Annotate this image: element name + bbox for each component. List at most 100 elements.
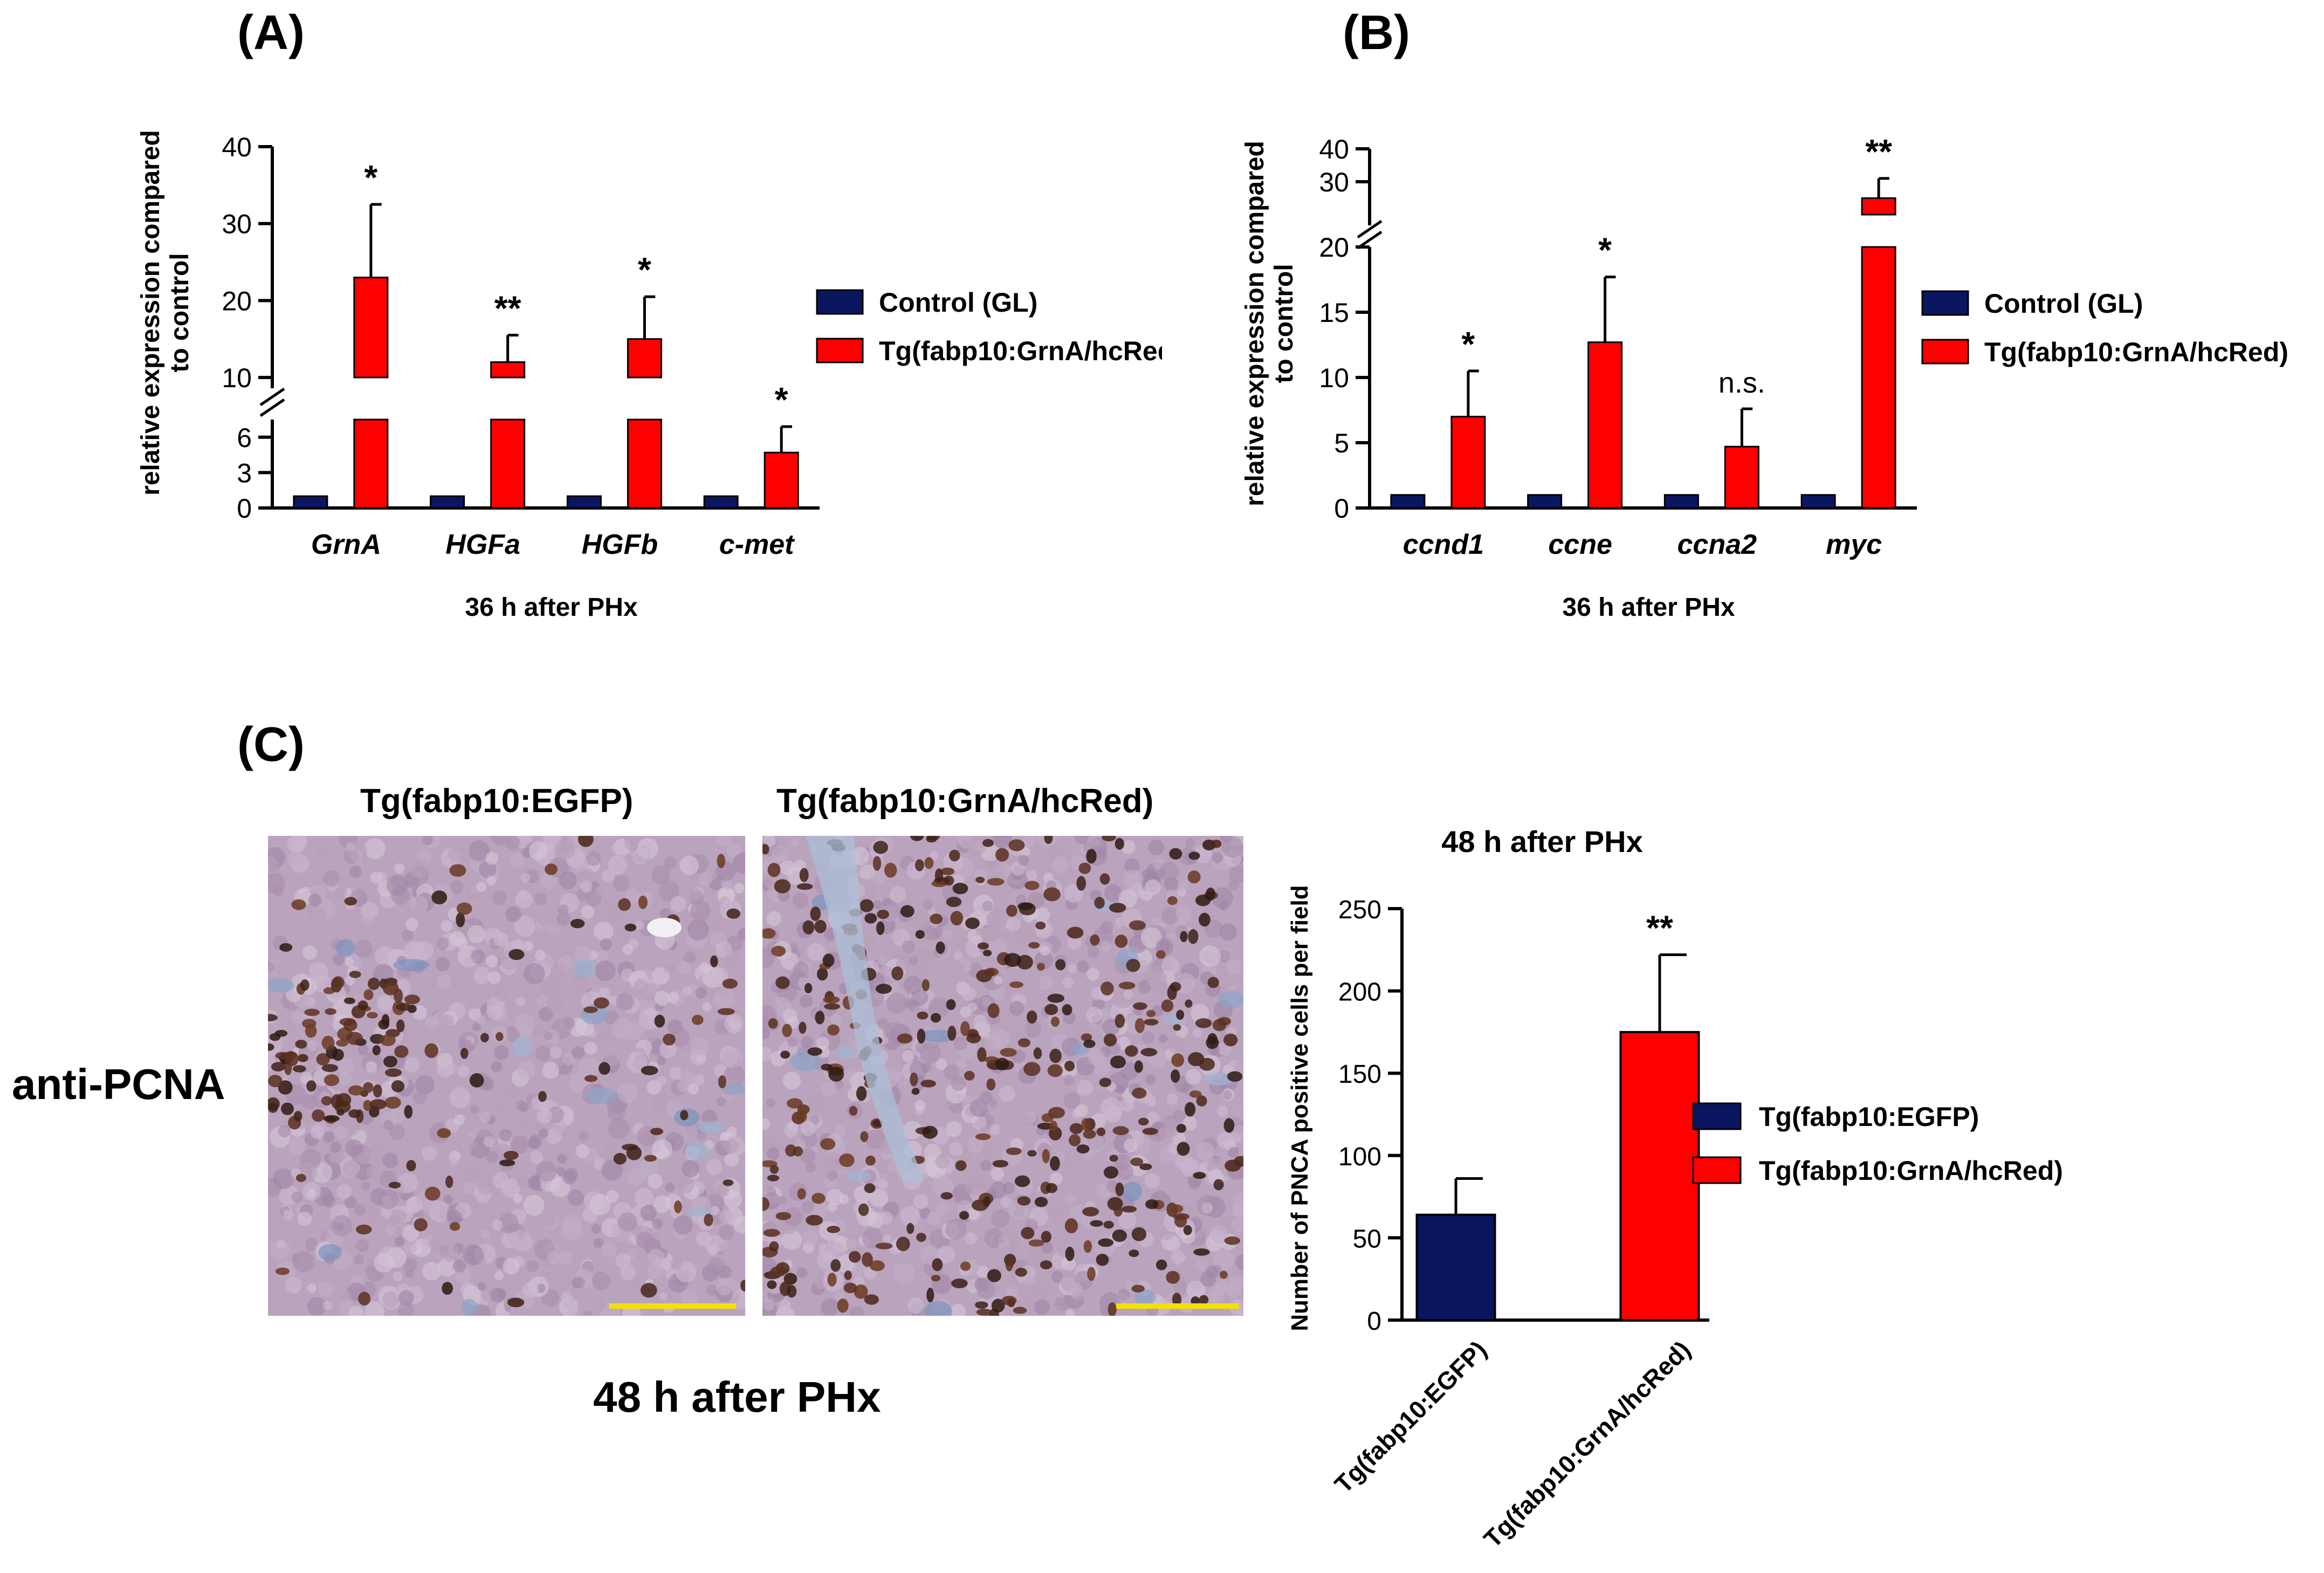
micrograph-cell — [657, 1056, 666, 1066]
micrograph-cell — [524, 963, 545, 985]
micrograph-cell — [1177, 880, 1189, 892]
micrograph-pcna-nucleus — [940, 867, 955, 875]
micrograph-pcna-nucleus — [1125, 1045, 1138, 1057]
micrograph-cell — [782, 1008, 797, 1024]
micrograph-cell — [515, 1100, 527, 1111]
micrograph-pcna-nucleus — [984, 1056, 999, 1063]
micrograph-stain-blue — [919, 1029, 956, 1042]
micrograph-cell — [919, 1042, 941, 1064]
micrograph-cell — [544, 1032, 553, 1041]
micrograph-cell — [953, 1036, 968, 1050]
micrograph-cell — [345, 975, 355, 986]
micrograph-pcna-nucleus — [640, 1283, 657, 1298]
micrograph-pcna-nucleus — [1115, 1014, 1125, 1028]
micrograph-cell — [733, 1215, 745, 1234]
micrograph-pcna-nucleus — [1021, 1227, 1035, 1239]
micrograph-cell — [449, 931, 465, 946]
micrograph-cell — [937, 1245, 955, 1264]
micrograph-pcna-nucleus — [780, 1050, 790, 1059]
micrograph-pcna-nucleus — [920, 1080, 936, 1088]
micrograph-pcna-nucleus — [384, 1068, 402, 1077]
micrograph-cell — [448, 844, 466, 863]
micrograph-pcna-nucleus — [946, 896, 962, 908]
micrograph-cell — [647, 1248, 665, 1266]
micrograph-cell — [890, 982, 900, 992]
micrograph-pcna-nucleus — [982, 1196, 991, 1207]
micrograph-cell — [994, 976, 1003, 985]
micrograph-pcna-nucleus — [380, 1034, 396, 1046]
micrograph-cell — [702, 1002, 712, 1012]
micrograph-cell — [640, 1204, 657, 1221]
micrograph-pcna-nucleus — [1049, 1048, 1062, 1063]
micrograph-cell — [706, 1158, 723, 1175]
micrograph-pcna-nucleus — [799, 868, 809, 882]
micrograph-cell — [956, 1058, 967, 1069]
micrograph-cell — [712, 914, 726, 928]
micrograph-cell — [793, 961, 809, 978]
micrograph-pcna-nucleus — [1142, 1128, 1158, 1135]
micrograph-cell — [1050, 1305, 1062, 1316]
micrograph-cell — [469, 840, 490, 862]
micrograph-pcna-nucleus — [480, 1033, 489, 1042]
micrograph-cell — [886, 993, 907, 1014]
micrograph-cell — [1222, 1295, 1231, 1304]
micrograph-pcna-nucleus — [1213, 1179, 1224, 1191]
micrograph-pcna-nucleus — [1081, 1118, 1091, 1131]
chart-b-bar-treated — [1587, 341, 1623, 509]
micrograph-pcna-nucleus — [1102, 836, 1116, 842]
micrograph-pcna-nucleus — [891, 966, 904, 981]
micrograph-cell — [397, 1302, 414, 1316]
micrograph-pcna-nucleus — [499, 1159, 515, 1166]
micrograph-cell — [707, 1258, 725, 1275]
micrograph-pcna-nucleus — [916, 1233, 926, 1242]
micrograph-cell — [491, 836, 509, 846]
micrograph-cell — [723, 1138, 739, 1154]
micrograph-pcna-nucleus — [822, 953, 835, 967]
micrograph-pcna-nucleus — [1110, 1055, 1126, 1069]
micrograph-cell — [291, 1191, 303, 1203]
micrograph-cell — [637, 1232, 654, 1249]
micrograph-pcna-nucleus — [1193, 1172, 1206, 1179]
micrograph-pcna-nucleus — [369, 1099, 387, 1110]
micrograph-cell — [276, 1240, 286, 1249]
micrograph-cell — [533, 1024, 546, 1037]
micrograph-cell — [415, 1075, 435, 1095]
chart-b-legend-label: Tg(fabp10:GrnA/hcRed) — [1984, 337, 2288, 367]
micrograph-cell — [924, 1144, 941, 1161]
micrograph-cell — [659, 1041, 677, 1059]
micrograph-pcna-nucleus — [584, 1075, 598, 1082]
micrograph-cell — [1088, 1049, 1105, 1067]
micrograph-cell — [1000, 862, 1010, 872]
micrograph-cell — [762, 948, 775, 968]
micrograph-cell — [981, 1141, 998, 1158]
micrograph-pcna-nucleus — [1176, 1124, 1186, 1133]
micrograph-pcna-nucleus — [930, 1013, 941, 1023]
micrograph-cell — [991, 1167, 1004, 1181]
micrograph-stain-blue — [789, 1050, 821, 1071]
micrograph-cell — [1123, 1138, 1138, 1152]
micrograph-pcna-nucleus — [726, 908, 740, 919]
micrograph-pcna-nucleus — [570, 918, 585, 929]
micrograph-pcna-nucleus — [1171, 1069, 1180, 1083]
micrograph-cell — [1051, 856, 1069, 874]
micrograph-cell — [604, 1051, 620, 1067]
micrograph-pcna-nucleus — [321, 1096, 333, 1105]
micrograph-pcna-nucleus — [1050, 1156, 1060, 1171]
chart-b-axis-break — [1357, 219, 1383, 239]
micrograph-pcna-nucleus — [884, 862, 897, 878]
micrograph-cell — [877, 1018, 889, 1030]
micrograph-cell — [861, 936, 877, 952]
micrograph-cell — [473, 967, 491, 985]
micrograph-cell — [389, 1124, 405, 1141]
micrograph-pcna-nucleus — [849, 1105, 858, 1116]
micrograph-cell — [370, 871, 383, 884]
micrograph-pcna-nucleus — [975, 1301, 988, 1309]
micrograph-cell — [436, 974, 452, 989]
micrograph-cell — [941, 929, 952, 940]
micrograph-cell — [464, 1166, 482, 1183]
micrograph-cell — [787, 1037, 797, 1047]
micrograph-cell — [1234, 1057, 1243, 1075]
micrograph-cell — [987, 908, 1009, 929]
micrograph-cell — [1190, 1004, 1209, 1023]
